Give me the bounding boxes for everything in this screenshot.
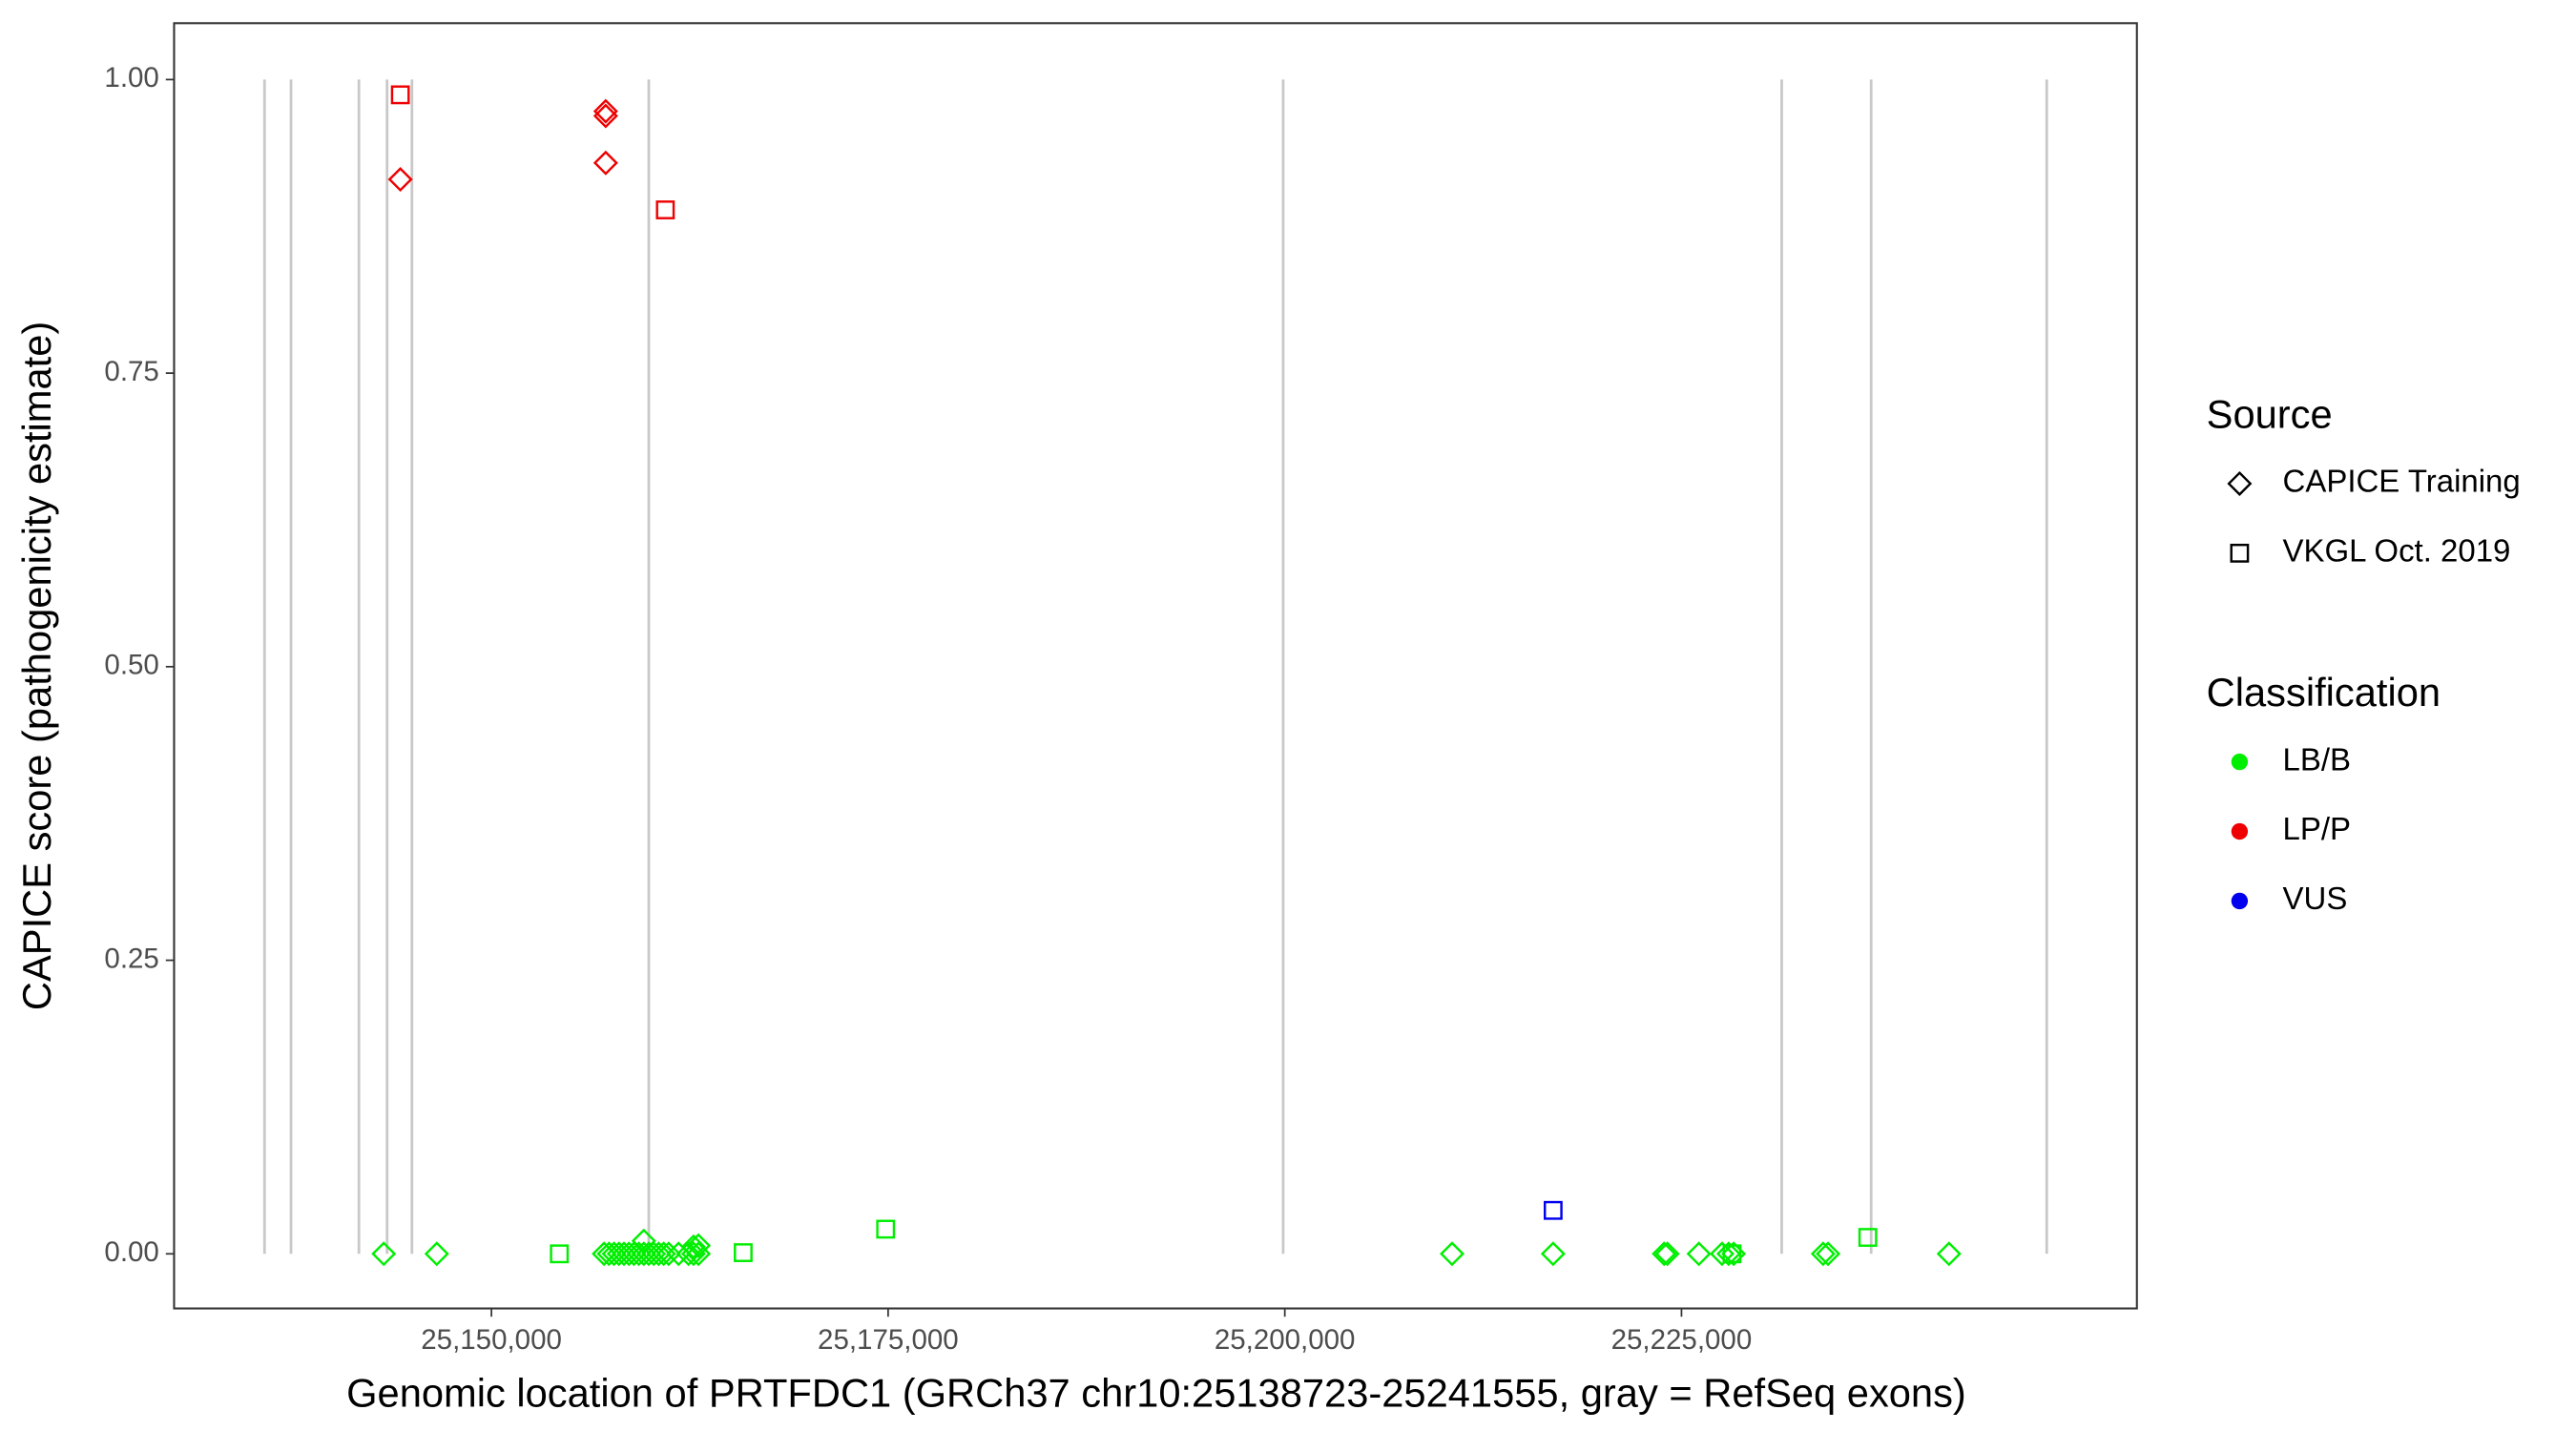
- point: [1810, 1241, 1836, 1267]
- point: [1543, 1200, 1563, 1220]
- y-tick-label: 0.25: [104, 943, 158, 974]
- point: [390, 85, 410, 105]
- plot-panel: [173, 22, 2138, 1310]
- point: [680, 1234, 706, 1259]
- point: [550, 1244, 570, 1264]
- point: [1540, 1241, 1566, 1267]
- point: [592, 98, 618, 124]
- point: [686, 1233, 712, 1258]
- point: [1936, 1241, 1962, 1267]
- point: [371, 1241, 397, 1267]
- y-tick-label: 0.50: [104, 650, 158, 681]
- point: [1722, 1244, 1742, 1264]
- y-tick-label: 0.75: [104, 356, 158, 387]
- point: [387, 167, 413, 193]
- x-tick-label: 25,175,000: [818, 1324, 959, 1356]
- legend-title: Classification: [2207, 670, 2441, 715]
- point: [1654, 1241, 1680, 1267]
- legend-key: [2227, 470, 2253, 496]
- point: [1709, 1241, 1735, 1267]
- legend-key: [2231, 822, 2249, 840]
- point: [592, 150, 618, 176]
- x-tick-label: 25,200,000: [1215, 1324, 1356, 1356]
- y-axis-title: CAPICE score (pathogenicity estimate): [14, 321, 59, 1010]
- legend-label: LB/B: [2283, 741, 2351, 777]
- x-tick-label: 25,150,000: [421, 1324, 562, 1356]
- point: [876, 1219, 896, 1239]
- point: [1715, 1241, 1741, 1267]
- legend-key: [2231, 892, 2249, 910]
- legend-label: CAPICE Training: [2283, 464, 2521, 499]
- point: [655, 1241, 681, 1267]
- legend-label: VUS: [2283, 881, 2348, 916]
- x-axis-title: Genomic location of PRTFDC1 (GRCh37 chr1…: [346, 1371, 1966, 1416]
- point: [675, 1241, 701, 1267]
- point: [424, 1241, 449, 1267]
- point: [655, 200, 675, 219]
- point: [1816, 1241, 1841, 1267]
- legend-key: [2231, 753, 2249, 771]
- legend-title: Source: [2207, 391, 2333, 436]
- legend-key: [2230, 543, 2250, 563]
- legend-label: VKGL Oct. 2019: [2283, 533, 2511, 569]
- point: [592, 103, 618, 129]
- y-tick-label: 0.00: [104, 1236, 158, 1268]
- point: [631, 1228, 656, 1254]
- x-tick-label: 25,225,000: [1611, 1324, 1753, 1356]
- point: [1858, 1228, 1878, 1247]
- legend-label: LP/P: [2283, 811, 2351, 846]
- point: [734, 1243, 753, 1262]
- point: [1686, 1241, 1712, 1267]
- point: [1652, 1241, 1677, 1267]
- point: [646, 1241, 672, 1267]
- y-tick-label: 1.00: [104, 62, 158, 93]
- point: [1439, 1241, 1465, 1267]
